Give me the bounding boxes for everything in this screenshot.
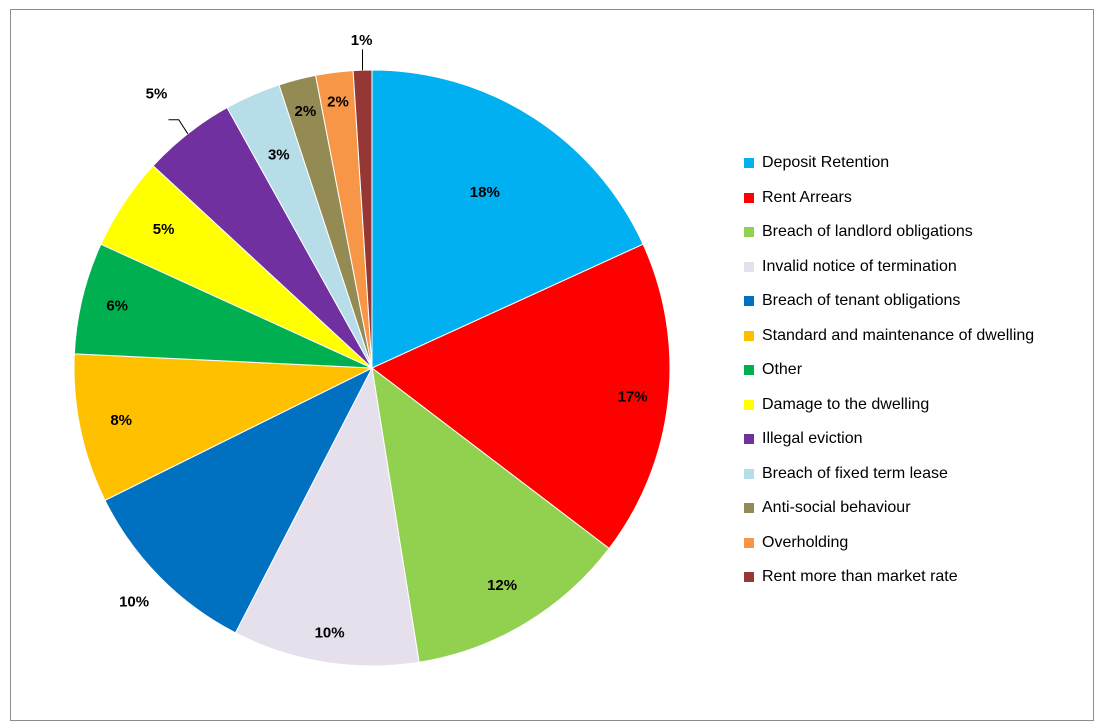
pie-slice-3 (234, 366, 420, 667)
legend-label: Breach of landlord obligations (762, 223, 973, 241)
legend-item: Other (744, 353, 1034, 388)
legend-item: Rent more than market rate (744, 560, 1034, 595)
pie-slice-4 (104, 366, 374, 634)
leader-line-8 (168, 119, 189, 135)
pie-slice-0 (371, 69, 644, 369)
slice-label-11: 2% (327, 94, 349, 111)
legend-swatch (744, 503, 754, 514)
legend-item: Invalid notice of termination (744, 250, 1034, 285)
legend-item: Deposit Retention (744, 146, 1034, 181)
legend-item: Breach of landlord obligations (744, 215, 1034, 250)
legend-label: Standard and maintenance of dwelling (762, 326, 1035, 344)
slice-label-0: 18% (470, 184, 500, 201)
legend-item: Damage to the dwelling (744, 388, 1034, 423)
legend-label: Invalid notice of termination (762, 257, 957, 275)
pie-slice-1 (371, 243, 671, 550)
legend-item: Breach of tenant obligations (744, 284, 1034, 319)
slice-label-3: 10% (315, 624, 345, 641)
legend-label: Rent more than market rate (762, 568, 958, 586)
legend-label: Rent Arrears (762, 188, 852, 206)
slice-label-8: 5% (146, 85, 168, 102)
legend-swatch (744, 572, 754, 583)
legend-item: Anti-social behaviour (744, 491, 1034, 526)
pie-slice-5 (73, 353, 374, 502)
legend-swatch (744, 365, 754, 376)
slice-label-1: 17% (618, 389, 648, 406)
legend-label: Damage to the dwelling (762, 395, 930, 413)
slice-label-12: 1% (351, 32, 373, 49)
legend-swatch (744, 537, 754, 548)
legend-swatch (744, 330, 754, 341)
legend-label: Anti-social behaviour (762, 499, 911, 517)
legend-swatch (744, 227, 754, 238)
legend-item: Overholding (744, 526, 1034, 561)
legend-swatch (744, 296, 754, 307)
slice-label-4: 10% (119, 594, 149, 611)
legend-label: Deposit Retention (762, 154, 890, 172)
legend-swatch (744, 192, 754, 203)
legend-swatch (744, 399, 754, 410)
legend-swatch (744, 434, 754, 445)
legend-label: Breach of fixed term lease (762, 464, 948, 482)
slice-label-7: 5% (153, 221, 175, 238)
pie-slice-2 (371, 366, 610, 663)
legend-item: Breach of fixed term lease (744, 457, 1034, 492)
legend-swatch (744, 261, 754, 272)
legend: Deposit Retention Rent Arrears Breach of l… (744, 146, 1034, 595)
slice-label-6: 6% (106, 298, 128, 315)
legend-label: Overholding (762, 533, 849, 551)
legend-item: Standard and maintenance of dwelling (744, 319, 1034, 354)
legend-swatch (744, 468, 754, 479)
slice-label-2: 12% (487, 577, 517, 594)
legend-label: Illegal eviction (762, 430, 863, 448)
legend-item: Rent Arrears (744, 181, 1034, 216)
legend-swatch (744, 158, 754, 169)
slice-label-5: 8% (110, 412, 132, 429)
pie-slices (73, 69, 671, 667)
slice-labels: 18% 17% 12% 10% 10% 8% 6% 5% 5% 3% 2% 2% 1% (106, 32, 647, 641)
leader-lines (168, 49, 363, 135)
legend-item: Illegal eviction (744, 422, 1034, 457)
slice-label-10: 2% (295, 103, 317, 120)
legend-label: Other (762, 361, 803, 379)
slice-label-9: 3% (268, 147, 290, 164)
legend-label: Breach of tenant obligations (762, 292, 961, 310)
